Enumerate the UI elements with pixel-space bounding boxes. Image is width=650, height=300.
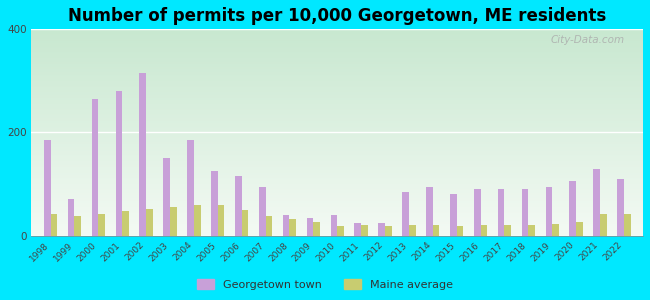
Bar xyxy=(450,194,457,236)
Bar xyxy=(211,171,218,236)
Bar xyxy=(457,226,463,236)
Bar xyxy=(378,223,385,236)
Bar xyxy=(331,215,337,236)
Bar xyxy=(576,222,583,236)
Legend: Georgetown town, Maine average: Georgetown town, Maine average xyxy=(193,275,457,294)
Bar xyxy=(361,225,368,236)
Bar xyxy=(235,176,242,236)
Bar xyxy=(522,189,528,236)
Bar xyxy=(307,218,313,236)
Bar xyxy=(618,179,624,236)
Bar xyxy=(354,223,361,236)
Bar xyxy=(44,140,51,236)
Bar xyxy=(545,187,552,236)
Bar xyxy=(385,226,392,236)
Bar xyxy=(98,214,105,236)
Bar xyxy=(593,169,600,236)
Bar xyxy=(426,187,433,236)
Bar xyxy=(122,211,129,236)
Bar xyxy=(242,210,248,236)
Bar xyxy=(68,200,75,236)
Bar xyxy=(170,207,177,236)
Bar xyxy=(51,214,57,236)
Bar xyxy=(266,217,272,236)
Bar xyxy=(498,189,504,236)
Bar xyxy=(92,99,98,236)
Bar xyxy=(337,226,344,236)
Bar xyxy=(480,225,488,236)
Bar xyxy=(75,216,81,236)
Bar xyxy=(194,205,201,236)
Title: Number of permits per 10,000 Georgetown, ME residents: Number of permits per 10,000 Georgetown,… xyxy=(68,7,606,25)
Bar xyxy=(624,214,630,236)
Bar xyxy=(600,214,606,236)
Bar xyxy=(163,158,170,236)
Bar xyxy=(283,215,289,236)
Bar xyxy=(528,225,535,236)
Bar xyxy=(433,225,439,236)
Bar xyxy=(139,73,146,236)
Bar xyxy=(504,225,511,236)
Bar xyxy=(569,182,576,236)
Bar xyxy=(313,222,320,236)
Bar xyxy=(218,205,224,236)
Text: City-Data.com: City-Data.com xyxy=(551,35,625,46)
Bar xyxy=(116,91,122,236)
Bar xyxy=(259,187,266,236)
Bar xyxy=(402,192,409,236)
Bar xyxy=(552,224,559,236)
Bar xyxy=(474,189,480,236)
Bar xyxy=(187,140,194,236)
Bar xyxy=(289,219,296,236)
Bar xyxy=(409,225,415,236)
Bar xyxy=(146,209,153,236)
